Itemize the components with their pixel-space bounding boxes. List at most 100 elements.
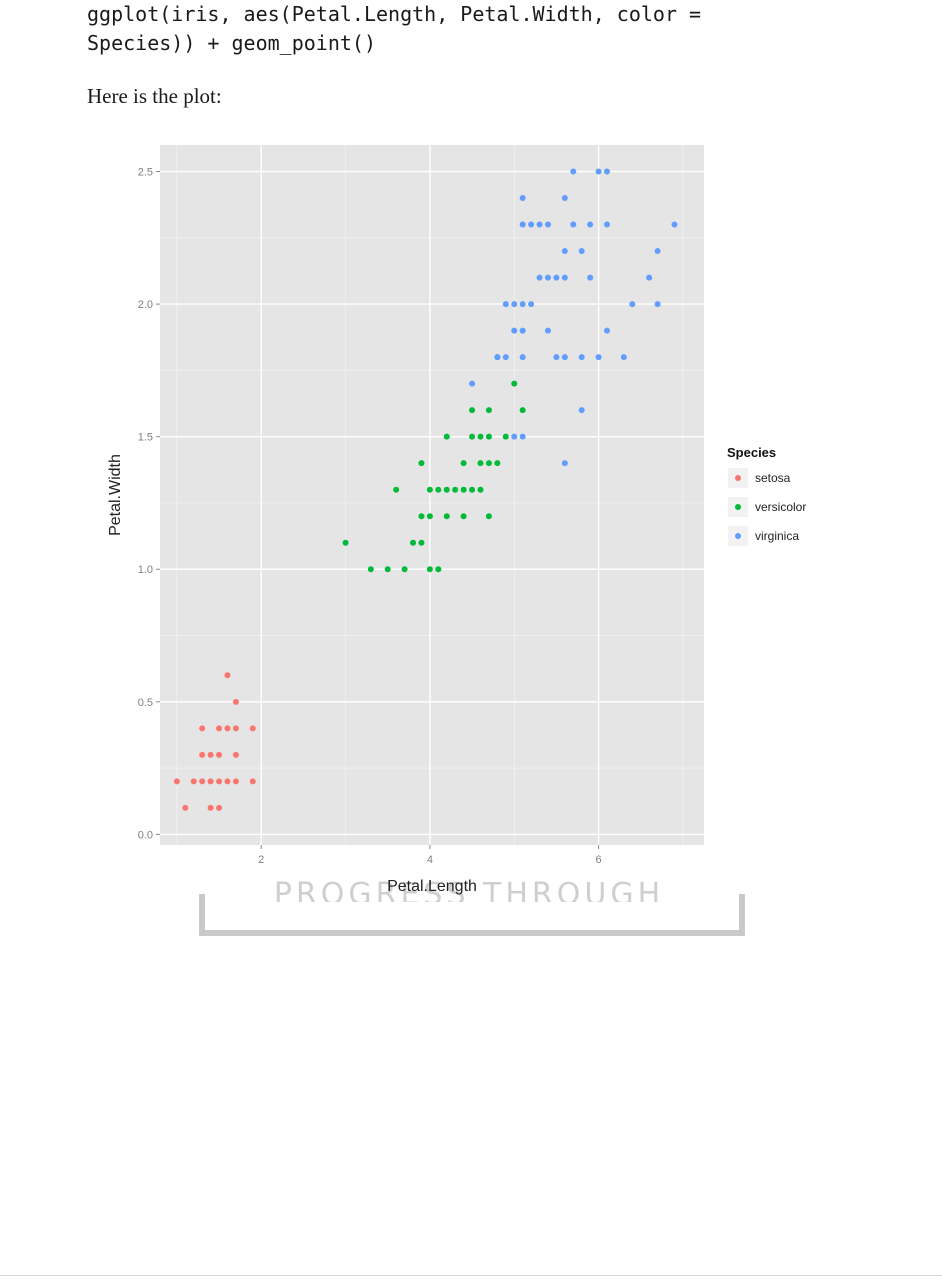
point-setosa	[207, 778, 214, 785]
point-setosa	[232, 725, 239, 732]
x-axis-label: Petal.Length	[387, 878, 477, 895]
point-virginica	[561, 354, 568, 361]
point-virginica	[671, 221, 678, 228]
x-tick-label: 4	[427, 854, 433, 866]
point-setosa	[173, 778, 180, 785]
point-virginica	[469, 380, 476, 387]
point-versicolor	[426, 566, 433, 573]
x-tick-label: 6	[596, 854, 602, 866]
point-versicolor	[460, 513, 467, 520]
point-virginica	[519, 354, 526, 361]
point-virginica	[578, 407, 585, 414]
point-virginica	[502, 301, 509, 308]
point-versicolor	[401, 566, 408, 573]
legend: Species setosa versicolor virginica	[723, 438, 831, 550]
point-versicolor	[443, 486, 450, 493]
point-virginica	[528, 301, 535, 308]
point-setosa	[224, 725, 231, 732]
point-setosa	[216, 778, 223, 785]
point-versicolor	[519, 407, 526, 414]
watermark-frame	[199, 894, 745, 936]
point-virginica	[561, 460, 568, 467]
point-virginica	[561, 195, 568, 202]
point-versicolor	[469, 433, 476, 440]
page-divider	[0, 1275, 942, 1276]
point-virginica	[587, 274, 594, 281]
point-virginica	[604, 327, 611, 334]
point-virginica	[561, 248, 568, 255]
point-versicolor	[485, 460, 492, 467]
point-virginica	[494, 354, 501, 361]
legend-marker-virginica	[735, 533, 741, 539]
y-tick-label: 2.0	[138, 299, 153, 311]
point-versicolor	[393, 486, 400, 493]
point-setosa	[232, 698, 239, 705]
point-setosa	[199, 778, 206, 785]
point-versicolor	[469, 407, 476, 414]
point-versicolor	[367, 566, 374, 573]
point-versicolor	[452, 486, 459, 493]
point-versicolor	[502, 433, 509, 440]
point-versicolor	[443, 513, 450, 520]
point-virginica	[544, 327, 551, 334]
point-versicolor	[477, 486, 484, 493]
point-virginica	[502, 354, 509, 361]
point-versicolor	[410, 539, 417, 546]
point-virginica	[570, 221, 577, 228]
point-virginica	[578, 354, 585, 361]
point-versicolor	[485, 513, 492, 520]
y-tick-label: 1.0	[138, 564, 153, 576]
point-virginica	[544, 274, 551, 281]
point-versicolor	[511, 380, 518, 387]
point-versicolor	[485, 433, 492, 440]
point-virginica	[553, 274, 560, 281]
x-tick-label: 2	[258, 854, 264, 866]
y-axis-label: Petal.Width	[107, 454, 124, 536]
legend-marker-setosa	[735, 475, 741, 481]
point-virginica	[604, 168, 611, 175]
legend-label-setosa: setosa	[755, 471, 791, 485]
point-setosa	[216, 804, 223, 811]
point-setosa	[190, 778, 197, 785]
scatter-chart: 0.0 0.5 1.0 1.5 2.0 2.5 2 4 6 Petal.Length Petal…	[107, 145, 831, 895]
point-virginica	[519, 327, 526, 334]
code-snippet: ggplot(iris, aes(Petal.Length, Petal.Wid…	[87, 2, 702, 55]
point-setosa	[199, 725, 206, 732]
point-virginica	[595, 168, 602, 175]
point-versicolor	[426, 486, 433, 493]
point-virginica	[553, 354, 560, 361]
point-setosa	[182, 804, 189, 811]
y-tick-label: 1.5	[138, 432, 153, 444]
point-versicolor	[477, 460, 484, 467]
point-versicolor	[435, 566, 442, 573]
point-setosa	[207, 804, 214, 811]
point-virginica	[629, 301, 636, 308]
point-virginica	[519, 195, 526, 202]
point-virginica	[595, 354, 602, 361]
point-setosa	[249, 778, 256, 785]
point-virginica	[604, 221, 611, 228]
legend-title: Species	[727, 445, 776, 460]
point-setosa	[249, 725, 256, 732]
y-tick-label: 2.5	[138, 167, 153, 179]
axes: 0.0 0.5 1.0 1.5 2.0 2.5 2 4 6	[138, 167, 602, 866]
point-versicolor	[477, 433, 484, 440]
point-setosa	[224, 672, 231, 679]
point-virginica	[536, 274, 543, 281]
legend-label-versicolor: versicolor	[755, 500, 806, 514]
point-virginica	[570, 168, 577, 175]
point-setosa	[207, 751, 214, 758]
point-virginica	[587, 221, 594, 228]
point-virginica	[511, 327, 518, 334]
point-virginica	[544, 221, 551, 228]
point-virginica	[620, 354, 627, 361]
intro-text: Here is the plot:	[87, 84, 222, 108]
point-virginica	[519, 433, 526, 440]
y-tick-label: 0.0	[138, 829, 153, 841]
point-virginica	[511, 433, 518, 440]
watermark-text: PROGRESS THROUGH KNOWLEDGE	[273, 877, 665, 902]
point-virginica	[654, 301, 661, 308]
point-versicolor	[485, 407, 492, 414]
y-tick-label: 0.5	[138, 697, 153, 709]
point-setosa	[232, 751, 239, 758]
